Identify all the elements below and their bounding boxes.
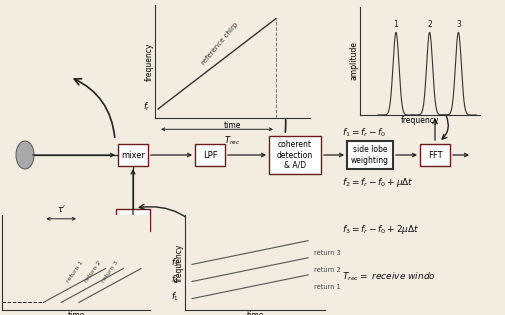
Text: 1: 1 [393,20,398,29]
Text: $T_{rec} = $ receive windo: $T_{rec} = $ receive windo [342,271,436,284]
X-axis label: frequency: frequency [401,116,439,125]
Y-axis label: amplitude: amplitude [349,42,359,81]
FancyBboxPatch shape [347,141,393,169]
Y-axis label: frequency: frequency [175,243,184,282]
Text: $f_1 = f_r - f_0$: $f_1 = f_r - f_0$ [342,126,386,139]
Text: FFT: FFT [428,151,442,159]
Ellipse shape [16,141,34,169]
Text: return 2: return 2 [314,267,340,273]
Y-axis label: frequency: frequency [144,42,154,81]
X-axis label: time: time [224,121,241,130]
Text: $T_{rec}$: $T_{rec}$ [224,135,241,147]
FancyBboxPatch shape [420,144,450,166]
FancyBboxPatch shape [269,136,321,174]
Text: return 2: return 2 [83,260,102,284]
FancyBboxPatch shape [116,209,150,231]
Y-axis label: frequency: frequency [0,243,1,282]
Text: $f_2 = f_r - f_0 + \mu\Delta t$: $f_2 = f_r - f_0 + \mu\Delta t$ [342,176,414,189]
FancyBboxPatch shape [195,144,225,166]
Text: $f_r$: $f_r$ [143,100,150,113]
Text: $f_1$: $f_1$ [171,290,179,303]
Text: reference chirp: reference chirp [200,21,239,66]
Text: mixer: mixer [121,151,145,159]
Text: return 3: return 3 [101,260,120,284]
Text: $\tau'$: $\tau'$ [57,203,66,214]
Text: $f_3$: $f_3$ [171,256,179,269]
X-axis label: time: time [67,312,85,315]
Text: LPF: LPF [203,151,217,159]
Text: return 3: return 3 [314,250,340,256]
Text: side lobe
weighting: side lobe weighting [351,145,389,165]
X-axis label: time: time [246,312,264,315]
Text: return 1: return 1 [314,284,340,290]
FancyBboxPatch shape [118,144,148,166]
Text: 3: 3 [456,20,461,29]
Text: 2: 2 [427,20,432,29]
Text: coherent
detection
& A/D: coherent detection & A/D [277,140,313,170]
Text: $f_2$: $f_2$ [171,273,179,286]
Text: LO: LO [127,215,139,225]
Text: return 1: return 1 [66,260,84,284]
Text: $f_3 = f_r - f_0 + 2\mu\Delta t$: $f_3 = f_r - f_0 + 2\mu\Delta t$ [342,223,420,237]
